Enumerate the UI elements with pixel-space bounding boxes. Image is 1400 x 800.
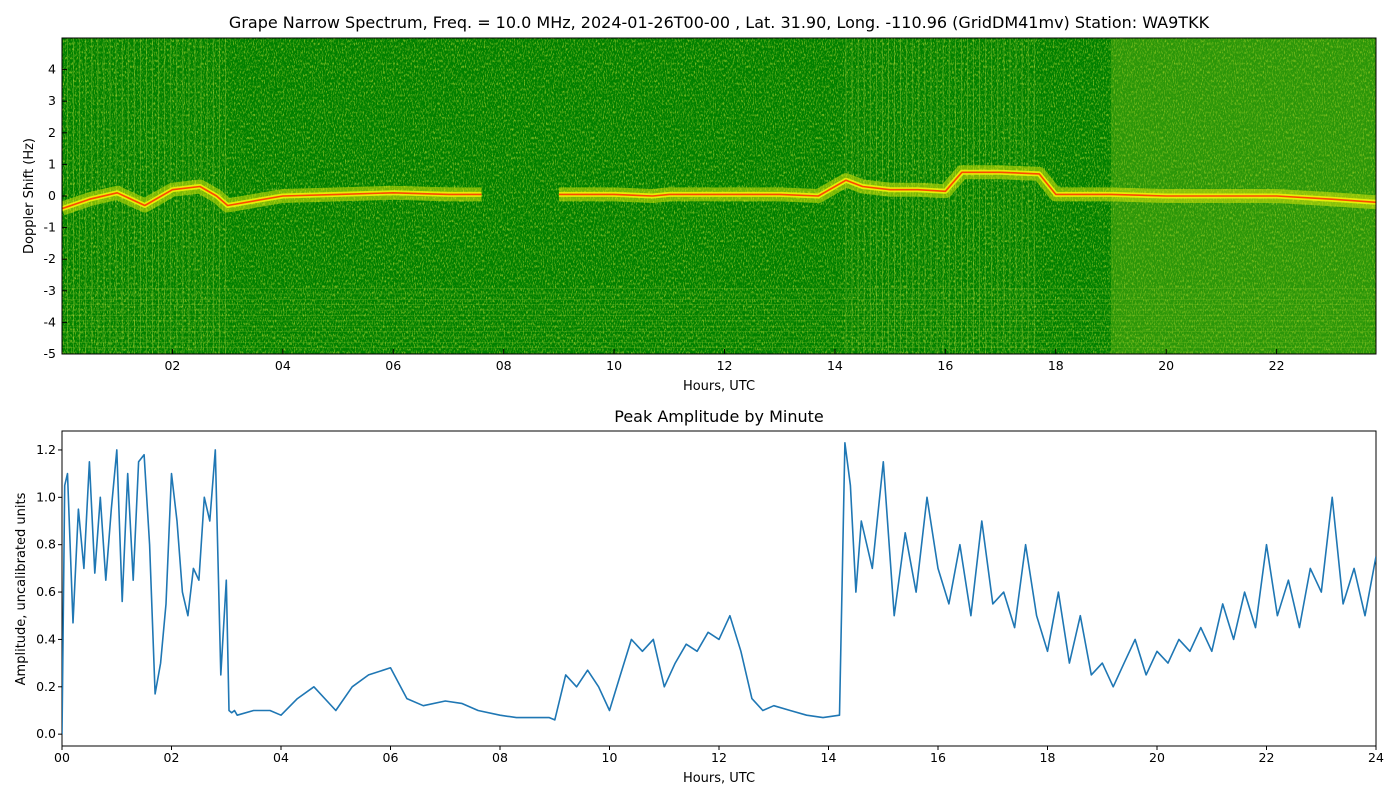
spectrogram-x-tick-label: 08 (496, 358, 512, 373)
spectrogram-signal-peak (62, 185, 482, 210)
spectrogram-y-tick-label: -5 (44, 346, 56, 361)
spectrogram-y-tick-label: 4 (48, 62, 56, 77)
spectrogram-y-tick-label: -4 (44, 314, 57, 329)
spectrogram-x-tick-label: 20 (1158, 358, 1174, 373)
amplitude-x-ticks: 00 02 04 06 08 10 12 14 16 18 20 22 24 (54, 746, 1384, 765)
spectrogram-x-tick-label: 06 (385, 358, 401, 373)
spectrogram-x-label: Hours, UTC (683, 379, 755, 394)
spectrogram-x-tick-label: 12 (717, 358, 733, 373)
amplitude-y-tick-label: 1.2 (36, 442, 56, 457)
spectrogram-x-tick-label: 04 (275, 358, 291, 373)
amplitude-x-tick-label: 20 (1149, 750, 1165, 765)
amplitude-y-tick-label: 0.4 (36, 631, 56, 646)
amplitude-x-tick-label: 24 (1368, 750, 1384, 765)
spectrogram-y-tick-label: -2 (44, 251, 56, 266)
amplitude-x-tick-label: 18 (1040, 750, 1056, 765)
amplitude-x-tick-label: 02 (164, 750, 180, 765)
spectrogram-title: Grape Narrow Spectrum, Freq. = 10.0 MHz,… (229, 13, 1210, 32)
spectrogram-signal-peak (558, 171, 1376, 204)
amplitude-y-tick-label: 0.0 (36, 726, 56, 741)
spectrogram-x-tick-label: 16 (937, 358, 953, 373)
spectrogram-y-tick-label: -1 (44, 220, 56, 235)
amplitude-x-tick-label: 16 (930, 750, 946, 765)
spectrogram-panel: Grape Narrow Spectrum, Freq. = 10.0 MHz,… (22, 13, 1377, 394)
amplitude-x-tick-label: 08 (492, 750, 508, 765)
amplitude-x-tick-label: 22 (1259, 750, 1275, 765)
spectrogram-x-tick-label: 22 (1269, 358, 1285, 373)
spectrogram-x-tick-label: 10 (606, 358, 622, 373)
amplitude-x-tick-label: 12 (711, 750, 727, 765)
amplitude-x-tick-label: 06 (383, 750, 399, 765)
spectrogram-y-label: Doppler Shift (Hz) (22, 138, 37, 254)
spectrogram-y-ticks: -5 -4 -3 -2 -1 0 1 2 3 4 (44, 62, 67, 361)
spectrogram-marks (62, 38, 1376, 354)
spectrogram-y-tick-label: -3 (44, 283, 56, 298)
amplitude-y-ticks: 0.0 0.2 0.4 0.6 0.8 1.0 1.2 (36, 442, 62, 741)
amplitude-x-tick-label: 04 (273, 750, 289, 765)
amplitude-x-tick-label: 14 (821, 750, 837, 765)
spectrogram-x-ticks: 02 04 06 08 10 12 14 16 18 20 22 (164, 349, 1285, 373)
spectrogram-y-tick-label: 2 (48, 125, 56, 140)
amplitude-y-label: Amplitude, uncalibrated units (14, 492, 29, 685)
amplitude-y-tick-label: 0.8 (36, 537, 56, 552)
spectrogram-x-tick-label: 02 (164, 358, 180, 373)
amplitude-x-label: Hours, UTC (683, 771, 755, 786)
spectrogram-y-tick-label: 3 (48, 93, 56, 108)
spectrogram-x-tick-label: 18 (1048, 358, 1064, 373)
amplitude-title: Peak Amplitude by Minute (614, 407, 824, 426)
spectrogram-y-tick-label: 0 (48, 188, 56, 203)
amplitude-x-tick-label: 10 (602, 750, 618, 765)
amplitude-series-line (62, 442, 1376, 735)
amplitude-y-tick-label: 0.6 (36, 584, 56, 599)
amplitude-panel: Peak Amplitude by Minute 00 02 04 06 08 10 12 1… (14, 407, 1384, 786)
spectrogram-x-tick-label: 14 (827, 358, 843, 373)
amplitude-y-tick-label: 1.0 (36, 489, 56, 504)
amplitude-x-tick-label: 00 (54, 750, 70, 765)
amplitude-y-tick-label: 0.2 (36, 679, 56, 694)
amplitude-frame (61, 430, 1377, 747)
spectrogram-y-tick-label: 1 (48, 156, 56, 171)
